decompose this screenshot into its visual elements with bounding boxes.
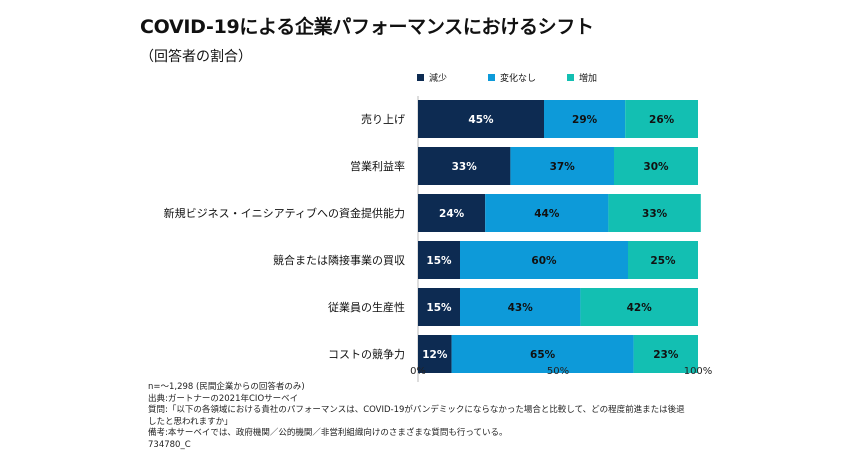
- footnotes: n=～1,298 (民間企業からの回答者のみ) 出典:ガートナーの2021年CI…: [148, 382, 748, 451]
- bar-segment: [418, 288, 460, 326]
- footnote-question-cont: したと思われますか」: [148, 416, 233, 427]
- bar-value-label: 23%: [653, 349, 679, 361]
- bar-segment: [418, 100, 544, 138]
- bar-value-label: 15%: [426, 302, 452, 314]
- category-label: 営業利益率: [350, 159, 405, 173]
- legend-swatch-2: [567, 74, 574, 81]
- legend-label-2: 増加: [579, 72, 597, 84]
- footnote-remark: 備考:本サーベイでは、政府機関／公的機関／非営利組織向けのさまざまな質問も行って…: [148, 428, 508, 438]
- bar-value-label: 24%: [439, 208, 465, 220]
- bar-segment: [580, 288, 698, 326]
- bar-segment: [633, 335, 698, 373]
- bar-segment: [625, 100, 698, 138]
- bar-segment: [418, 335, 452, 373]
- bar-value-label: 45%: [468, 114, 494, 126]
- category-label: 売り上げ: [361, 113, 405, 126]
- legend-swatch-0: [417, 74, 424, 81]
- bar-segment: [485, 194, 609, 232]
- bar-value-label: 33%: [642, 208, 668, 220]
- bar-segment: [614, 147, 698, 185]
- bars: 45% 29% 26% 33% 37% 30% 24% 44% 33% 15% 60% 25% 15% 4…: [418, 100, 701, 373]
- category-label: 従業員の生産性: [328, 300, 405, 314]
- bar-value-label: 43%: [508, 302, 534, 314]
- bar-value-label: 29%: [572, 114, 598, 126]
- category-label: コストの競争力: [328, 347, 405, 361]
- bar-value-label: 42%: [627, 302, 653, 314]
- x-tick-label: 50%: [547, 366, 569, 377]
- bar-value-label: 12%: [422, 349, 448, 361]
- chart-title: COVID-19による企業パフォーマンスにおけるシフト: [140, 16, 594, 38]
- bar-value-label: 65%: [530, 349, 556, 361]
- bar-segment: [451, 335, 634, 373]
- chart-subtitle: （回答者の割合）: [140, 49, 252, 65]
- legend-label-0: 減少: [429, 72, 447, 84]
- bar-value-label: 37%: [550, 161, 576, 173]
- category-label: 競合または隣接事業の買収: [273, 253, 405, 267]
- bar-segment: [418, 147, 511, 185]
- category-labels: 売り上げ営業利益率新規ビジネス・イニシアティブへの資金提供能力競合または隣接事業…: [164, 113, 405, 361]
- bar-value-label: 25%: [650, 255, 676, 267]
- footnote-source: 出典:ガートナーの2021年CIOサーベイ: [148, 393, 299, 404]
- bar-value-label: 60%: [531, 255, 557, 267]
- bar-value-label: 44%: [534, 208, 560, 220]
- bar-segment: [608, 194, 701, 232]
- category-label: 新規ビジネス・イニシアティブへの資金提供能力: [164, 206, 405, 220]
- legend-label-1: 変化なし: [500, 72, 536, 84]
- bar-segment: [460, 241, 628, 279]
- legend: 減少 変化なし 増加: [417, 72, 597, 84]
- bar-value-label: 26%: [649, 114, 675, 126]
- x-axis-ticks: 0% 50% 100%: [410, 366, 712, 377]
- bar-segment: [628, 241, 698, 279]
- bar-value-label: 15%: [426, 255, 452, 267]
- x-tick-label: 100%: [684, 366, 713, 377]
- bar-segment: [510, 147, 614, 185]
- footnote-question: 質問:「以下の各領域における貴社のパフォーマンスは、COVID-19がパンデミッ…: [148, 405, 685, 415]
- legend-swatch-1: [488, 74, 495, 81]
- bar-segment: [418, 194, 486, 232]
- bar-segment: [418, 241, 460, 279]
- bar-value-label: 33%: [452, 161, 478, 173]
- bar-segment: [544, 100, 626, 138]
- bar-value-label: 30%: [643, 161, 669, 173]
- bar-segment: [460, 288, 581, 326]
- footnote-id: 734780_C: [148, 439, 191, 450]
- x-tick-label: 0%: [410, 366, 426, 377]
- footnote-sample-size: n=～1,298 (民間企業からの回答者のみ): [148, 382, 305, 392]
